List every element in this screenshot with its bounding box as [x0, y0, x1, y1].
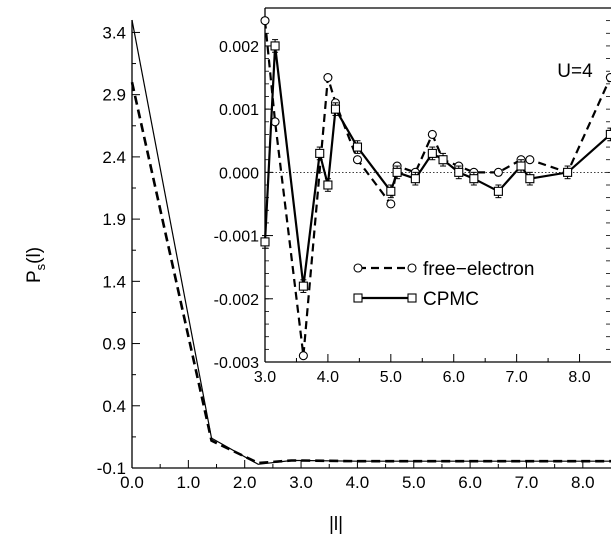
inset-point-square	[352, 142, 363, 152]
inset-point-circle	[605, 72, 611, 83]
x-axis-label: |l|	[329, 514, 343, 535]
inset-y-tick-label: 0.002	[219, 39, 259, 56]
inset-series-line	[263, 20, 611, 356]
inset-point-square	[469, 174, 479, 184]
inset-y-tick-label: 0.000	[219, 165, 259, 182]
inset-point-square	[454, 167, 464, 177]
inset-point-square	[386, 186, 396, 196]
main-y-tick-label: 0.4	[102, 397, 126, 416]
main-y-tick-label: 1.4	[102, 272, 126, 291]
main-y-tick-label: 2.9	[102, 86, 126, 105]
inset-y-tick-label: -0.003	[214, 355, 259, 372]
main-series-dashed-line	[130, 81, 611, 465]
inset-y-tick-label: -0.002	[214, 292, 259, 309]
inset-x-tick-label: 8.0	[568, 369, 590, 386]
main-x-tick-label: 0.0	[120, 473, 144, 492]
inset-point-square	[323, 180, 333, 190]
inset-point-circle	[323, 72, 333, 83]
y-axis-label-suffix: (l)	[24, 247, 45, 264]
inset-point-circle	[525, 155, 535, 165]
main-x-tick-label: 7.0	[515, 473, 539, 492]
inset-point-square	[410, 174, 420, 184]
inset-x-tick-label: 6.0	[443, 369, 465, 386]
main-x-tick-label: 2.0	[233, 473, 257, 492]
legend-marker-circle	[353, 263, 363, 273]
inset-point-square	[563, 167, 573, 177]
svg-text:Ps(l): Ps(l)	[24, 247, 48, 283]
inset-x-tick-label: 4.0	[317, 369, 339, 386]
main-plot: 0.0 1.0 2.0 3.0 4.0 5.0 6.0 7.0 8.0 -0.1 0.4 0.9 1.4…	[97, 19, 611, 492]
inset-point-square	[605, 129, 611, 139]
main-y-tick-label: 2.4	[102, 148, 126, 167]
y-axis-label-main: P	[24, 270, 45, 283]
y-axis-label: Ps(l)	[24, 247, 48, 283]
inset-point-square	[427, 148, 437, 158]
inset-x-tick-label: 5.0	[380, 369, 402, 386]
main-y-tick-label: 1.9	[102, 210, 126, 229]
main-x-tick-label: 4.0	[346, 473, 370, 492]
inset-point-square	[493, 186, 503, 196]
inset-annotation: U=4	[557, 61, 593, 82]
inset-point-square	[525, 174, 535, 184]
inset-point-circle	[260, 16, 270, 26]
inset-point-circle	[427, 129, 437, 139]
main-y-tick-label: 3.4	[102, 23, 126, 42]
inset-point-square	[270, 41, 280, 51]
inset-point-circle	[352, 155, 363, 165]
inset-y-tick-label: -0.001	[214, 229, 259, 246]
main-x-tick-label: 5.0	[402, 473, 426, 492]
legend-marker-square	[407, 293, 417, 303]
legend-label: CPMC	[423, 289, 479, 310]
inset-point-square	[260, 237, 270, 247]
main-x-tick-label: 1.0	[177, 473, 201, 492]
legend-marker-circle	[407, 263, 417, 273]
inset-point-square	[516, 161, 526, 171]
inset-y-tick-label: 0.001	[219, 102, 259, 119]
main-x-tick-label: 6.0	[458, 473, 482, 492]
inset-point-circle	[298, 351, 308, 361]
main-x-tick-label: 3.0	[289, 473, 313, 492]
main-y-tick-label: 0.9	[102, 335, 126, 354]
inset-point-square	[438, 155, 448, 165]
main-y-tick-label: -0.1	[97, 459, 126, 478]
inset-point-square	[315, 148, 325, 158]
inset-background	[265, 8, 611, 362]
main-x-tick-label: 8.0	[571, 473, 595, 492]
inset-point-circle	[386, 199, 396, 209]
inset-point-square	[330, 104, 341, 114]
legend-label: free−electron	[423, 259, 534, 280]
inset-plot: 3.0 4.0 5.0 6.0 7.0 8.0 -0.003 -0.002 -0.001 0.00…	[214, 7, 611, 386]
legend-marker-square	[353, 293, 363, 303]
inset-point-square	[298, 281, 308, 291]
inset-point-circle	[493, 167, 503, 177]
y-axis-label-sub: s	[33, 263, 48, 270]
inset-point-square	[392, 167, 402, 177]
inset-x-tick-label: 7.0	[506, 369, 528, 386]
inset-x-tick-label: 3.0	[254, 369, 276, 386]
